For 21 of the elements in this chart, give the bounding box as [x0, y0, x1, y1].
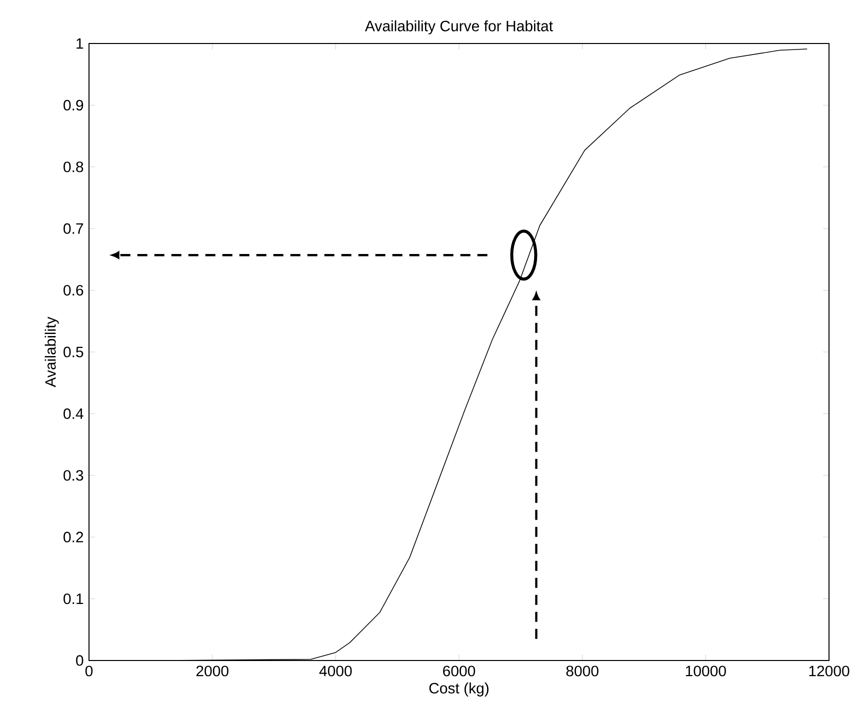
- x-tick-label: 12000: [809, 666, 850, 676]
- y-tick-label: 0.5: [64, 346, 84, 358]
- y-tick-label: 0.8: [64, 162, 84, 172]
- x-tick-label: 6000: [443, 666, 476, 676]
- x-tick-label: 4000: [319, 666, 352, 676]
- y-tick-label: 0.3: [64, 470, 84, 481]
- y-tick-label: 0.1: [64, 593, 84, 604]
- x-tick-label: 8000: [566, 666, 598, 676]
- y-tick-label: 0: [76, 655, 84, 666]
- y-tick-label: 0.9: [64, 100, 84, 110]
- y-tick-label: 1: [76, 38, 84, 49]
- y-tick-label: 0.4: [64, 408, 84, 419]
- y-tick-label: 0.6: [64, 284, 84, 296]
- x-tick-label: 2000: [196, 666, 228, 676]
- y-tick-label: 0.7: [64, 223, 84, 234]
- chart-title: Availability Curve for Habitat: [364, 20, 553, 34]
- x-tick-label: 10000: [686, 666, 726, 676]
- y-tick-label: 0.2: [64, 532, 84, 542]
- x-axis-title: Cost (kg): [429, 682, 488, 696]
- y-axis-title: Availability: [44, 316, 59, 388]
- x-tick-label: 0: [85, 666, 93, 676]
